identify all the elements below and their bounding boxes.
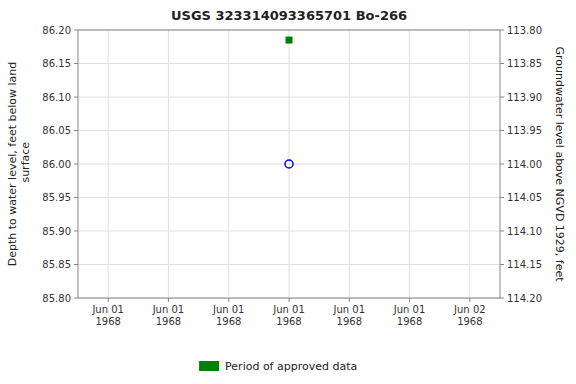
axis-label: Depth to water level, feet below land su… [6,62,32,267]
tick-mark [74,130,78,131]
tick-mark [500,298,504,299]
chart: 85.80 85.85 85.90 85.95 86.00 86.05 86.10 86.15… [0,0,576,384]
tick-label: 85.80 [42,293,71,304]
tick-mark [409,298,410,302]
tick-label: 85.90 [42,226,71,237]
tick-label: Jun 011968 [212,304,245,327]
tick-label: 85.85 [42,259,71,270]
tick-label: 86.15 [42,58,71,69]
tick-mark [469,298,470,302]
tick-label: Jun 011968 [333,304,366,327]
tick-mark [500,164,504,165]
legend-swatch [199,361,219,371]
tick-label: 114.00 [507,159,542,170]
tick-label: Jun 021968 [453,304,486,327]
tick-label: 86.00 [42,159,71,170]
grid-line [289,30,290,298]
tick-mark [500,264,504,265]
plot-area [78,30,500,298]
tick-mark [74,231,78,232]
grid-line [349,30,350,298]
tick-mark [500,231,504,232]
legend-label: Period of approved data [225,360,357,373]
tick-label: 85.95 [42,192,71,203]
tick-mark [500,97,504,98]
tick-label: 113.85 [507,58,542,69]
tick-label: 86.05 [42,125,71,136]
tick-label: 113.90 [507,92,542,103]
marks [285,37,293,168]
series [285,160,293,168]
grid-line [469,30,470,298]
tick-label: 114.15 [507,259,542,270]
grid [78,30,500,298]
tick-mark [349,298,350,302]
tick-label: 114.20 [507,293,542,304]
axis-label: Groundwater level above NGVD 1929, feet [553,46,566,282]
tick-mark [74,30,78,31]
tick-mark [500,63,504,64]
tick-label: 86.20 [42,25,71,36]
tick-mark [500,197,504,198]
grid-line [108,30,109,298]
axes: 85.80 85.85 85.90 85.95 86.00 86.05 86.10 86.15… [42,25,542,328]
frame [78,30,500,298]
tick-label: Jun 011968 [393,304,426,327]
legend: Period of approved data [199,360,357,373]
tick-mark [228,298,229,302]
tick-label: Jun 011968 [91,304,124,327]
tick-label: Jun 011968 [152,304,185,327]
tick-mark [74,63,78,64]
tick-mark [108,298,109,302]
point [285,160,293,168]
tick-label: 114.10 [507,226,542,237]
tick-mark [74,97,78,98]
tick-mark [74,164,78,165]
tick-label: 113.95 [507,125,542,136]
tick-mark [500,30,504,31]
grid-line [228,30,229,298]
tick-mark [74,264,78,265]
tick-mark [500,130,504,131]
tick-label: Jun 011968 [272,304,305,327]
series [286,37,292,43]
tick-mark [289,298,290,302]
tick-mark [74,197,78,198]
tick-label: 113.80 [507,25,542,36]
tick-mark [74,298,78,299]
tick-label: 114.05 [507,192,542,203]
tick-mark [168,298,169,302]
tick-label: 86.10 [42,92,71,103]
grid-line [409,30,410,298]
point [286,37,292,43]
title: USGS 323314093365701 Bo-266 [171,8,407,23]
grid-line [168,30,169,298]
